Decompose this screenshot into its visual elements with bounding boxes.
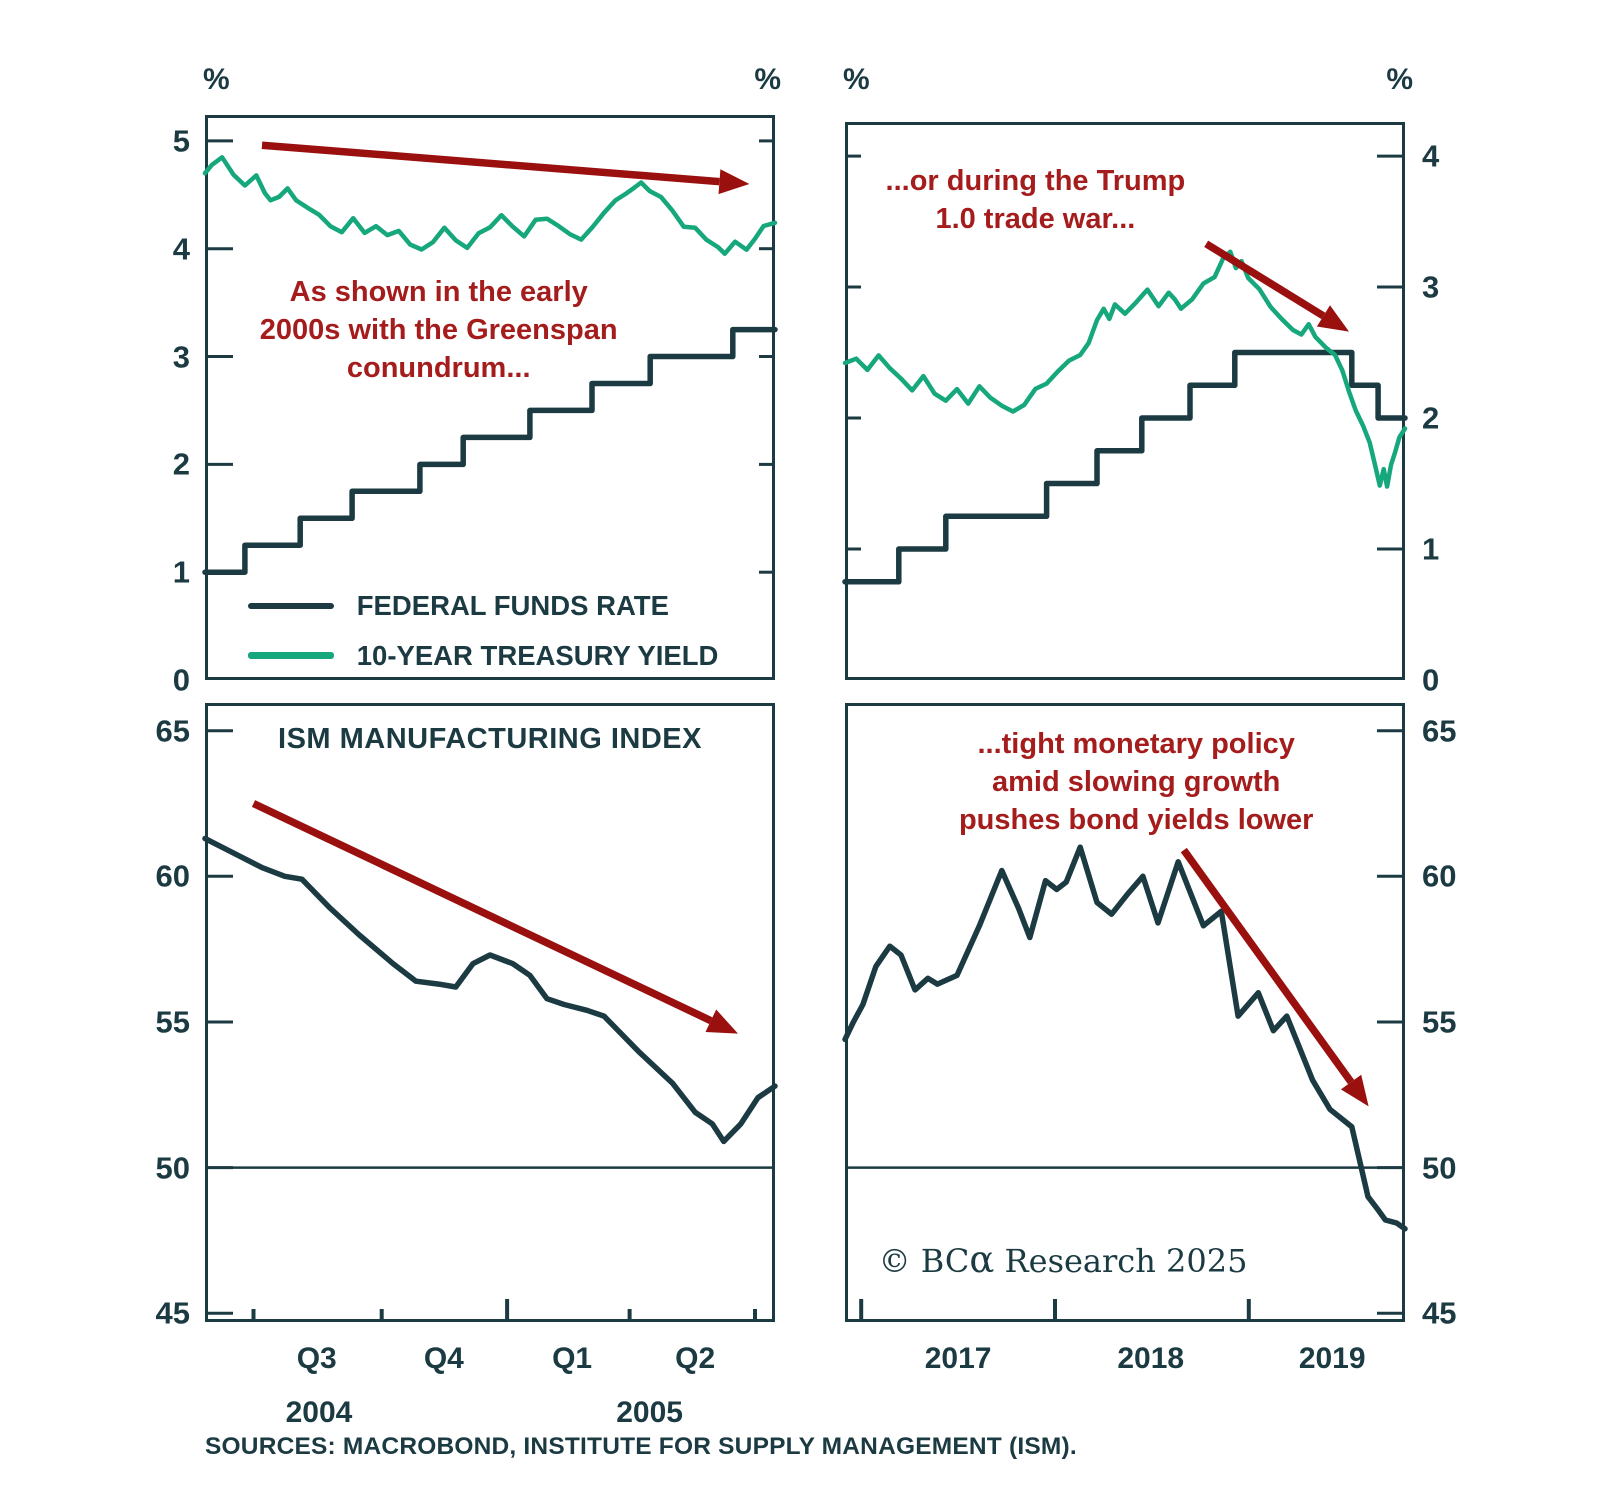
y-axis-label: 4: [1422, 138, 1440, 174]
annotation-tight-policy: ...tight monetary policy amid slowing gr…: [958, 728, 1314, 836]
y-axis-label: 0: [172, 662, 190, 698]
y-axis-label: 1: [172, 554, 190, 590]
bca-research-copyright: © BCα Research 2025: [879, 1238, 1248, 1281]
y-axis-label: 65: [155, 713, 190, 749]
y-axis-label: 45: [155, 1295, 190, 1331]
y-axis-label: 2: [1422, 400, 1440, 436]
y-axis-label: 50: [155, 1150, 190, 1186]
panel-ism-2004: ISM MANUFACTURING INDEX 45 50 55 60 65 Q3 Q4 Q1…: [156, 703, 778, 1428]
series-ism-manufacturing-index: [202, 835, 778, 1145]
trend-arrow-head: [718, 169, 750, 195]
panel-fed-funds-vs-treasury-2004: % % As shown in the early 2000s with the…: [173, 65, 781, 696]
legend-label: FEDERAL FUNDS RATE: [356, 590, 669, 621]
y-axis-unit-right: %: [754, 63, 781, 96]
y-axis-label: 60: [155, 858, 190, 894]
y-axis-unit-left: %: [203, 63, 230, 96]
annotation-trade-war: ...or during the Trump 1.0 trade war...: [885, 165, 1186, 235]
x-axis-label: 2019: [1298, 1342, 1366, 1375]
annotation-greenspan: As shown in the early 2000s with the Gre…: [259, 276, 618, 384]
x-axis-label: 2004: [285, 1396, 353, 1429]
series-ism-manufacturing-index: [842, 844, 1408, 1232]
y-axis-label: 65: [1422, 713, 1457, 749]
trend-arrow-head: [1316, 305, 1349, 332]
series-federal-funds-rate: [202, 326, 778, 575]
legend-item-fed-funds: FEDERAL FUNDS RATE: [247, 590, 719, 621]
chart-canvas: [842, 703, 1408, 1322]
y-axis-label: 0: [1422, 662, 1440, 698]
chart-canvas: [842, 122, 1408, 680]
trend-arrow-shaft: [261, 141, 720, 186]
series-treasury-10y: [202, 155, 778, 256]
panel-frame: [845, 703, 1405, 1322]
x-axis-label: 2018: [1117, 1342, 1185, 1375]
chart-title-ism: ISM MANUFACTURING INDEX: [278, 723, 702, 755]
y-axis-label: 50: [1422, 1150, 1457, 1186]
chart-canvas: [202, 703, 778, 1322]
x-axis-label: Q3: [296, 1342, 337, 1375]
bca-alpha-glyph: α: [969, 1238, 995, 1281]
copyright-suffix: Research 2025: [994, 1242, 1248, 1280]
panel-frame: [205, 703, 775, 1322]
sources-note: SOURCES: MACROBOND, INSTITUTE FOR SUPPLY…: [205, 1433, 1077, 1460]
x-axis-label: Q1: [552, 1342, 593, 1375]
panel-fed-funds-vs-treasury-2017: % % ...or during the Trump 1.0 trade war…: [842, 65, 1439, 696]
y-axis-label: 60: [1422, 858, 1457, 894]
y-axis-label: 4: [172, 231, 190, 267]
copyright-prefix: © BC: [878, 1242, 970, 1280]
y-axis-label: 1: [1422, 531, 1440, 567]
panel-ism-2017: ...tight monetary policy amid slowing gr…: [842, 703, 1456, 1374]
series-treasury-10y: [842, 249, 1408, 489]
x-axis-label: Q2: [675, 1342, 716, 1375]
y-axis-label: 55: [1422, 1004, 1457, 1040]
series-federal-funds-rate: [842, 349, 1408, 585]
trend-arrow-shaft: [251, 800, 713, 1025]
panel-frame: [205, 115, 775, 680]
legend: FEDERAL FUNDS RATE 10-YEAR TREASURY YIEL…: [247, 590, 719, 691]
trend-arrow-head: [1340, 1074, 1369, 1107]
trend-arrow-head: [705, 1009, 738, 1034]
legend-item-treasury: 10-YEAR TREASURY YIELD: [247, 639, 719, 671]
y-axis-label: 5: [172, 123, 190, 159]
fed-funds-line-swatch: [247, 602, 334, 609]
y-axis-label: 2: [172, 446, 190, 482]
x-axis-label: 2005: [616, 1396, 683, 1429]
chart-canvas: [202, 115, 778, 680]
legend-label: 10-YEAR TREASURY YIELD: [356, 639, 719, 671]
y-axis-label: 55: [155, 1004, 190, 1040]
trend-arrow-shaft: [1180, 847, 1355, 1085]
x-axis-label: 2017: [924, 1342, 992, 1375]
treasury-line-swatch: [247, 652, 334, 659]
y-axis-label: 3: [172, 339, 190, 375]
y-axis-label: 45: [1422, 1295, 1457, 1331]
x-axis-label: Q4: [423, 1342, 464, 1375]
trend-arrow-shaft: [1204, 240, 1326, 320]
panel-frame: [845, 122, 1405, 680]
y-axis-unit-left: %: [843, 63, 870, 96]
y-axis-unit-right: %: [1386, 63, 1413, 96]
y-axis-label: 3: [1422, 269, 1440, 305]
